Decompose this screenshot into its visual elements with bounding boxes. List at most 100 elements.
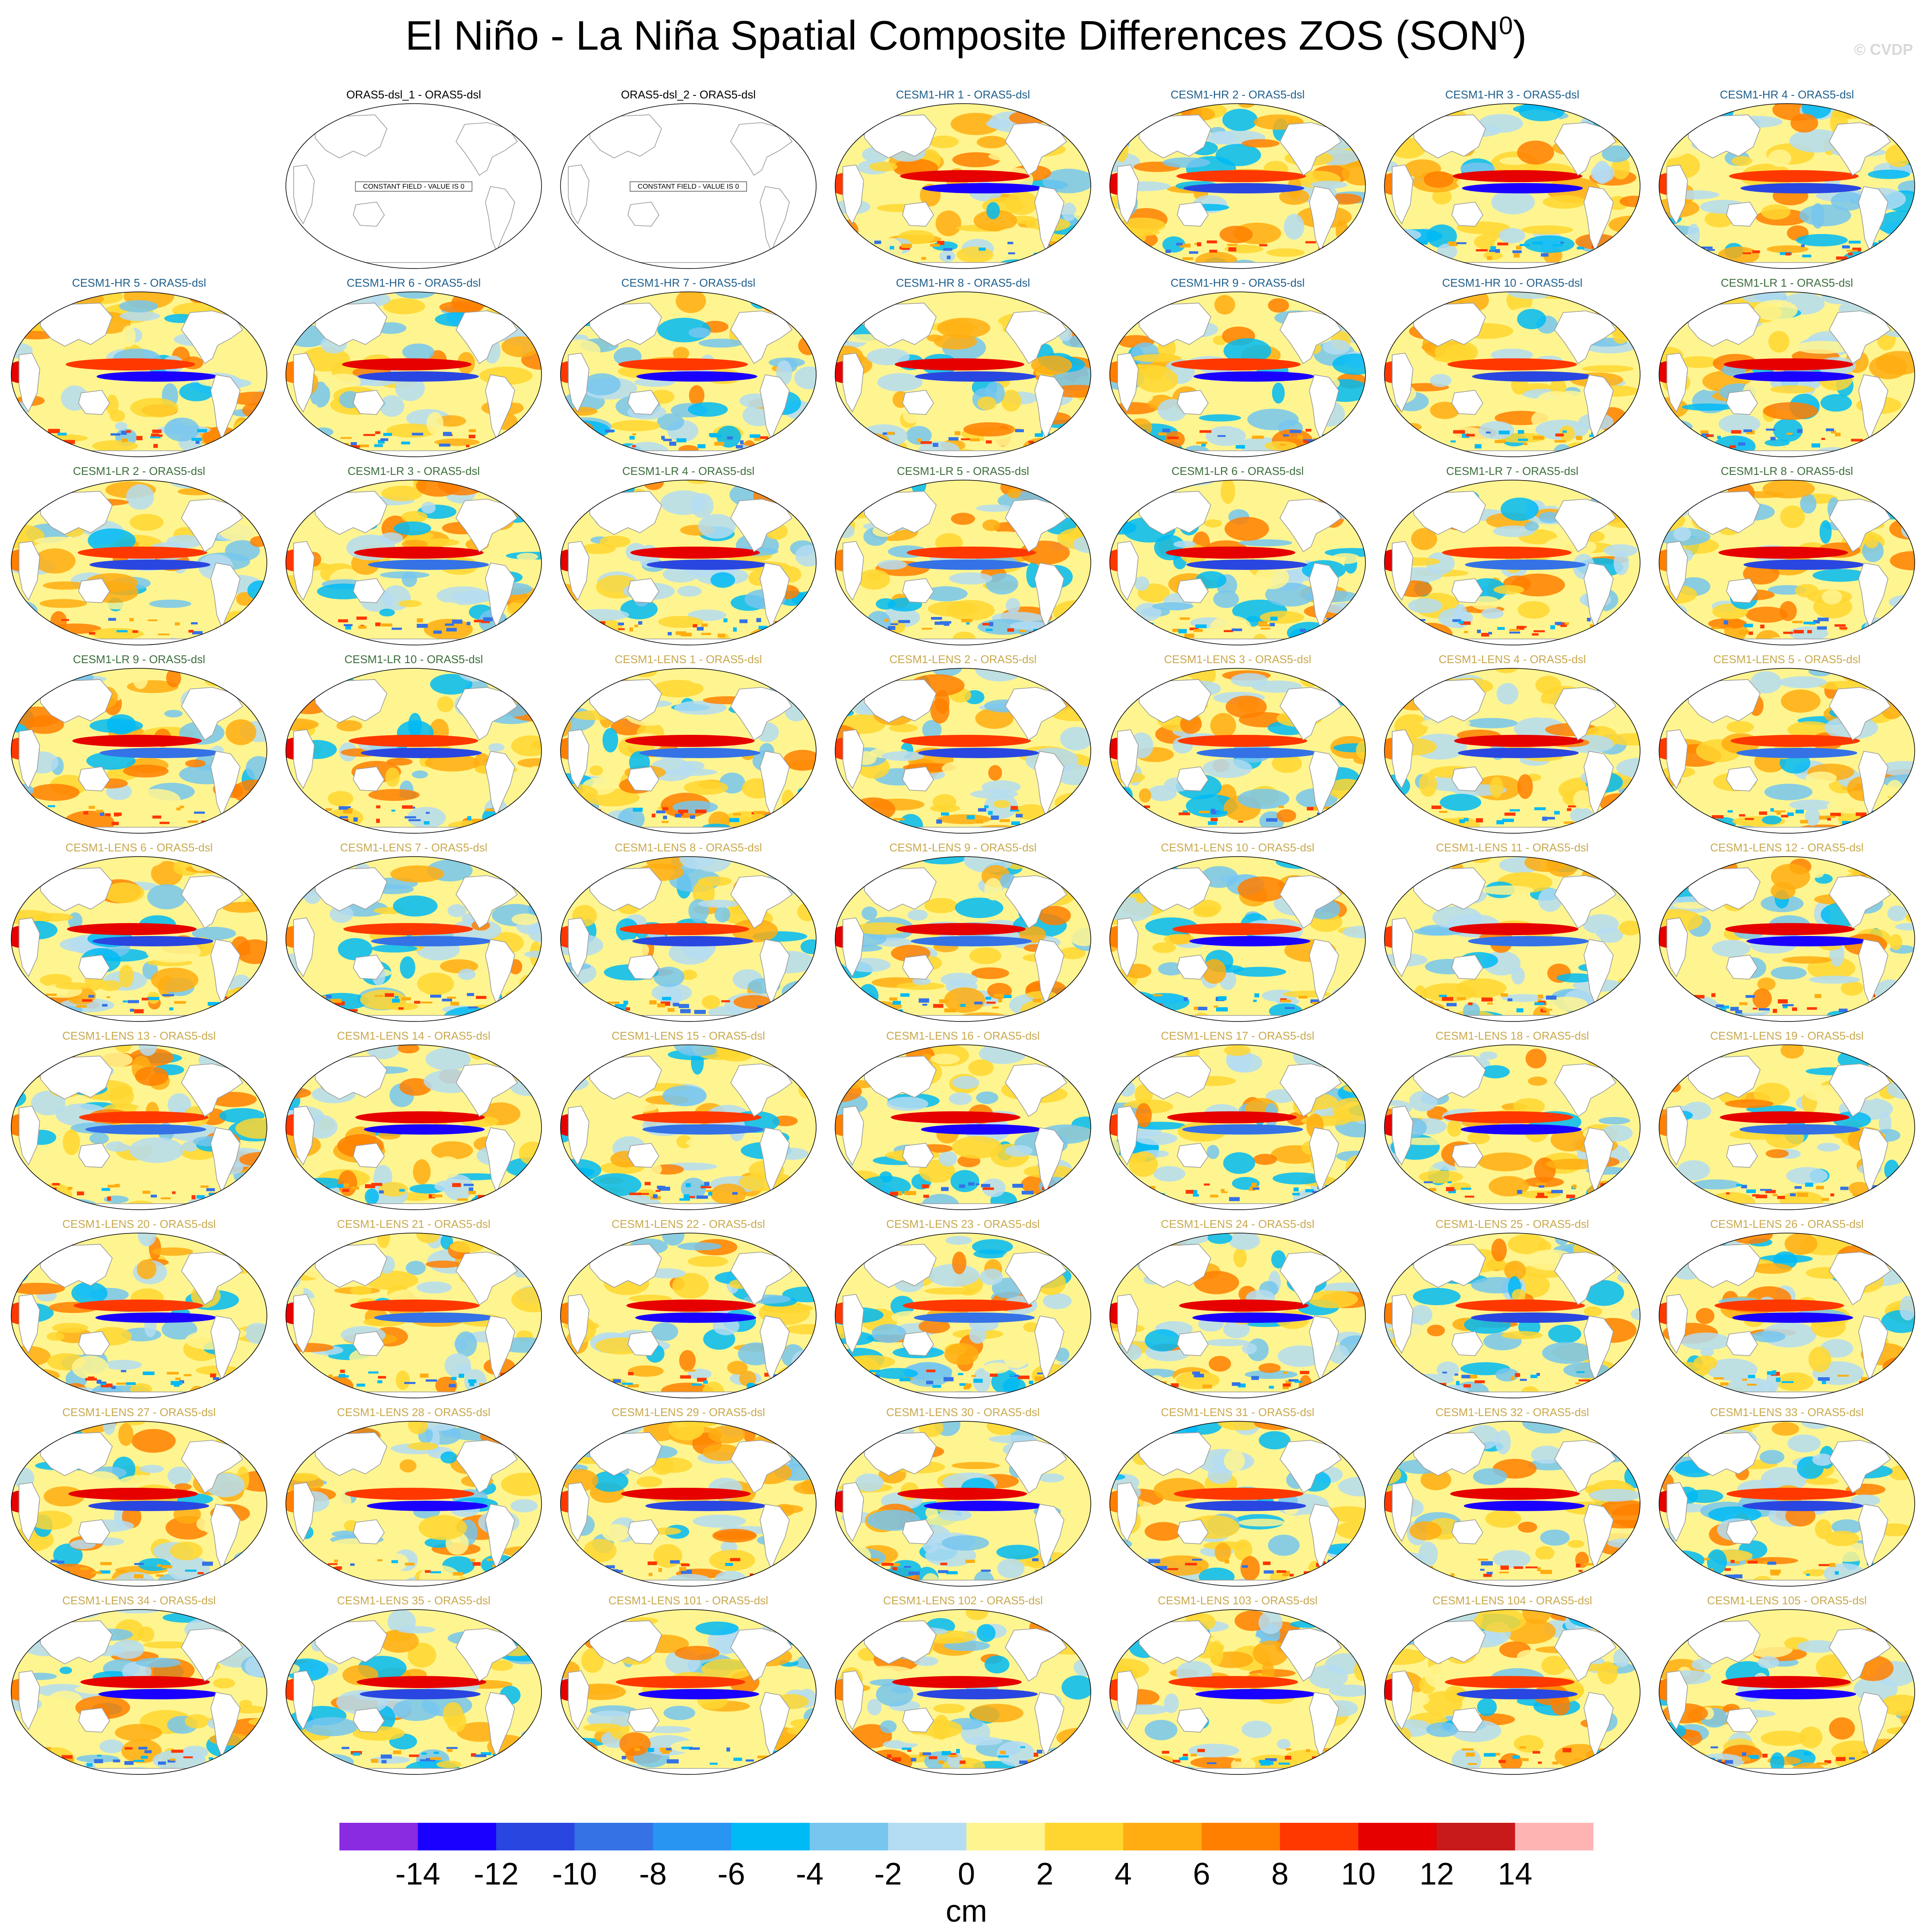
map-panel-title: CESM1-HR 9 - ORAS5-dsl — [1108, 276, 1367, 290]
map-anomaly-patch — [952, 1252, 966, 1274]
map-anomaly-patch — [123, 765, 168, 778]
map-anomaly-patch — [63, 1129, 80, 1155]
map-southern-ocean-speckle — [111, 433, 120, 436]
map-southern-ocean-speckle — [468, 1006, 478, 1009]
map-southern-ocean-speckle — [1010, 810, 1019, 811]
map-anomaly-patch — [1657, 800, 1681, 815]
map-anomaly-patch — [1610, 667, 1642, 673]
map-anomaly-patch — [976, 505, 1014, 512]
map-southern-ocean-speckle — [1151, 254, 1162, 256]
map-southern-ocean-speckle — [1333, 253, 1342, 255]
map-anomaly-patch — [1490, 777, 1503, 798]
map-southern-ocean-speckle — [304, 441, 309, 444]
map-land-outline — [44, 827, 234, 833]
map-southern-ocean-speckle — [1894, 248, 1903, 251]
map-southern-ocean-speckle — [1335, 1001, 1342, 1004]
map-anomaly-patch — [39, 599, 87, 608]
map-southern-ocean-speckle — [1610, 1384, 1617, 1387]
map-panel: CESM1-LENS 2 - ORAS5-dsl — [833, 653, 1093, 834]
map-anomaly-patch — [1657, 136, 1673, 154]
map-panel-title: CESM1-HR 1 - ORAS5-dsl — [833, 88, 1093, 101]
map-anomaly-patch — [1596, 634, 1620, 645]
map-anomaly-patch — [839, 102, 870, 115]
map-anomaly-patch — [23, 687, 44, 698]
map-southern-ocean-speckle — [944, 1377, 953, 1382]
map-southern-ocean-speckle — [1760, 625, 1764, 629]
map-anomaly-patch — [688, 327, 710, 338]
map-southern-ocean-speckle — [1694, 1384, 1699, 1386]
map-southern-ocean-speckle — [1501, 993, 1508, 997]
map-southern-ocean-speckle — [879, 630, 887, 633]
map-anomaly-patch — [1732, 156, 1752, 166]
map-anomaly-patch — [1405, 1376, 1419, 1388]
map-southern-ocean-speckle — [242, 436, 247, 439]
map-southern-ocean-speckle — [1251, 1183, 1257, 1187]
map-anomaly-patch — [574, 609, 629, 621]
map-anomaly-patch — [702, 995, 720, 1009]
map-southern-ocean-speckle — [645, 1182, 651, 1186]
map-southern-ocean-speckle — [501, 632, 507, 635]
map-southern-ocean-speckle — [1565, 622, 1569, 625]
map-southern-ocean-speckle — [1227, 244, 1238, 246]
map-southern-ocean-speckle — [708, 1192, 712, 1196]
map-anomaly-patch — [759, 441, 790, 449]
map-anomaly-patch — [833, 1063, 848, 1089]
map-southern-ocean-speckle — [1204, 1183, 1210, 1186]
map-anomaly-patch — [887, 1097, 928, 1111]
map-southern-ocean-speckle — [1066, 1195, 1073, 1197]
map-southern-ocean-speckle — [1126, 806, 1133, 808]
map-anomaly-patch — [1108, 679, 1124, 698]
map-southern-ocean-speckle — [159, 434, 163, 437]
map-southern-ocean-speckle — [107, 996, 110, 998]
map-cool-band — [92, 936, 213, 946]
map-anomaly-patch — [1043, 1206, 1093, 1211]
map-panel-title: CESM1-LENS 16 - ORAS5-dsl — [833, 1029, 1093, 1043]
map-warm-band — [79, 1111, 209, 1123]
map-anomaly-patch — [11, 864, 50, 881]
map-southern-ocean-speckle — [714, 442, 724, 446]
map-southern-ocean-speckle — [1203, 1385, 1212, 1388]
map-southern-ocean-speckle — [1035, 433, 1043, 437]
map-anomaly-patch — [1601, 478, 1639, 491]
map-anomaly-patch — [869, 855, 882, 867]
map-southern-ocean-speckle — [1572, 1185, 1576, 1189]
map-anomaly-patch — [243, 860, 261, 867]
map-southern-ocean-speckle — [1195, 624, 1207, 628]
map-anomaly-patch — [1113, 855, 1151, 874]
map-anomaly-patch — [332, 290, 364, 299]
map-anomaly-patch — [1117, 1365, 1133, 1382]
map-southern-ocean-speckle — [1007, 628, 1014, 632]
map-southern-ocean-speckle — [188, 630, 193, 632]
map-anomaly-patch — [1809, 976, 1860, 984]
map-southern-ocean-speckle — [402, 997, 411, 1000]
map-southern-ocean-speckle — [613, 1379, 621, 1383]
map-panel-title: CESM1-LENS 7 - ORAS5-dsl — [284, 841, 543, 854]
map-anomaly-patch — [833, 1255, 844, 1271]
map-panel-title: CESM1-LENS 23 - ORAS5-dsl — [833, 1217, 1093, 1231]
map-southern-ocean-speckle — [1029, 632, 1036, 635]
map-panel-title: CESM1-LR 9 - ORAS5-dsl — [10, 653, 269, 666]
map-southern-ocean-speckle — [861, 816, 869, 819]
map-southern-ocean-speckle — [695, 810, 706, 813]
map-anomaly-patch — [598, 1194, 619, 1211]
map-southern-ocean-speckle — [391, 810, 395, 811]
map-anomaly-patch — [1411, 636, 1458, 647]
map-southern-ocean-speckle — [1046, 253, 1054, 256]
map-southern-ocean-speckle — [1347, 1186, 1351, 1190]
map-southern-ocean-speckle — [1326, 1379, 1332, 1383]
map-anomaly-patch — [1407, 808, 1423, 821]
map-anomaly-patch — [285, 294, 303, 312]
map-southern-ocean-speckle — [973, 1379, 982, 1383]
map-southern-ocean-speckle — [589, 808, 594, 812]
map-southern-ocean-speckle — [1126, 1371, 1135, 1375]
map-land-outline — [319, 262, 509, 269]
map-southern-ocean-speckle — [990, 1374, 998, 1377]
map-southern-ocean-speckle — [771, 1007, 776, 1010]
map-southern-ocean-speckle — [1756, 1195, 1767, 1198]
map-southern-ocean-speckle — [357, 1384, 365, 1387]
map-land-outline — [1143, 262, 1333, 269]
map-anomaly-patch — [1524, 235, 1574, 253]
map-anomaly-patch — [949, 572, 992, 585]
map-southern-ocean-speckle — [615, 1004, 627, 1007]
map-anomaly-patch — [1129, 1151, 1158, 1177]
